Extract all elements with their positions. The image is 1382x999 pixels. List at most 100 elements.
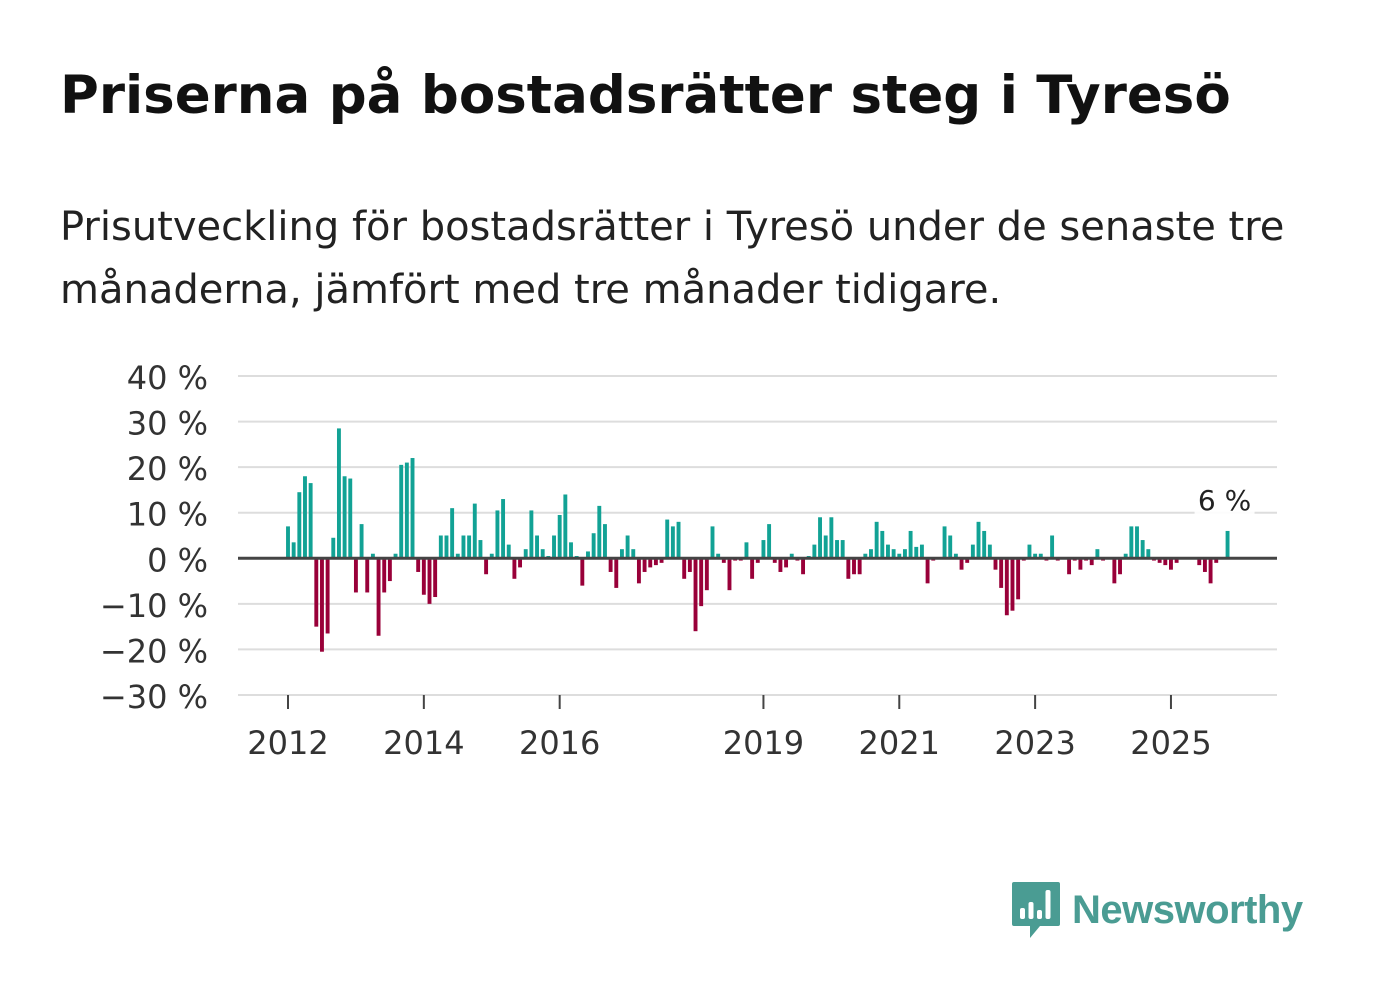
bar xyxy=(382,558,387,593)
axis-labels: 40 % 30 % 20 % 10 % 0 % −10 % −20 % −30 % 2012 20… xyxy=(100,359,1255,762)
bar xyxy=(665,519,670,559)
bar xyxy=(444,535,449,559)
chart-subtitle: Prisutveckling för bostadsrätter i Tyres… xyxy=(60,204,1285,313)
bar xyxy=(891,549,896,559)
bar xyxy=(727,558,732,591)
x-tick-label: 2021 xyxy=(859,724,940,762)
bar xyxy=(297,492,302,559)
bar xyxy=(614,558,619,588)
bar xyxy=(410,458,415,559)
y-tick-label: −20 % xyxy=(100,632,208,670)
bar xyxy=(427,558,432,604)
bar xyxy=(512,558,517,579)
bar xyxy=(1095,549,1100,559)
bar xyxy=(914,546,919,559)
bar xyxy=(942,526,947,559)
bar xyxy=(1146,549,1151,559)
bar xyxy=(829,517,834,559)
bar xyxy=(1118,558,1122,575)
x-tick-label: 2012 xyxy=(247,724,328,762)
bar xyxy=(472,503,477,559)
bar xyxy=(631,549,636,559)
bar xyxy=(880,530,885,559)
bar xyxy=(1163,558,1168,566)
bar xyxy=(755,558,760,563)
bar xyxy=(387,558,392,582)
bar xyxy=(863,553,868,559)
bar xyxy=(653,558,658,566)
bar xyxy=(619,549,624,559)
bar xyxy=(376,558,381,636)
bar xyxy=(699,558,704,607)
bar xyxy=(801,558,806,575)
bar xyxy=(591,533,596,559)
bar xyxy=(784,558,789,568)
bar xyxy=(1050,535,1055,559)
bar xyxy=(1033,553,1038,559)
bar xyxy=(518,558,523,568)
bar xyxy=(897,553,902,559)
bar xyxy=(835,540,839,559)
bar xyxy=(908,530,913,559)
bar xyxy=(812,544,817,559)
bar xyxy=(1004,558,1009,616)
bar xyxy=(308,483,313,559)
bar xyxy=(750,558,755,579)
bar xyxy=(433,558,438,598)
bar xyxy=(919,544,924,559)
bar xyxy=(365,558,370,593)
bar-chart-speech-bubble-icon xyxy=(1012,882,1060,938)
bar xyxy=(1225,530,1230,559)
bar xyxy=(529,510,534,559)
bar xyxy=(489,553,494,559)
bar xyxy=(648,558,653,568)
bar xyxy=(682,558,687,579)
bar xyxy=(608,558,613,572)
bar xyxy=(416,558,421,572)
bar xyxy=(331,537,336,559)
bar xyxy=(744,542,749,559)
bar xyxy=(852,558,856,575)
bar xyxy=(1208,558,1213,584)
bar xyxy=(286,526,290,559)
bar xyxy=(586,551,590,559)
bar xyxy=(670,526,675,559)
bar xyxy=(818,517,822,559)
bar xyxy=(869,549,873,559)
annotation-bg xyxy=(1194,480,1255,519)
bar xyxy=(1067,558,1072,575)
x-tick-label: 2019 xyxy=(723,724,804,762)
bar xyxy=(925,558,930,584)
bar xyxy=(450,508,455,559)
bar xyxy=(1169,558,1173,570)
bar xyxy=(1010,558,1015,611)
bar xyxy=(421,558,426,595)
bar xyxy=(342,476,347,559)
bar xyxy=(1123,553,1128,559)
bar xyxy=(676,521,681,559)
chart-title: Priserna på bostadsrätter steg i Tyresö xyxy=(60,65,1231,126)
bar xyxy=(959,558,964,570)
bar xyxy=(710,526,715,559)
bar xyxy=(886,544,890,559)
bar xyxy=(291,542,296,559)
bar xyxy=(636,558,641,584)
bar xyxy=(823,535,828,559)
bar xyxy=(1089,558,1094,566)
bar xyxy=(716,553,721,559)
bar xyxy=(659,558,664,563)
bar xyxy=(495,510,500,559)
bar xyxy=(687,558,692,572)
bar xyxy=(597,505,602,559)
bar xyxy=(874,521,879,559)
y-tick-label: 20 % xyxy=(127,450,208,488)
y-tick-label: −30 % xyxy=(100,678,208,716)
bar xyxy=(857,558,862,575)
bar xyxy=(976,521,981,559)
y-tick-label: 30 % xyxy=(127,405,208,443)
bar xyxy=(1078,558,1083,570)
bar xyxy=(569,542,573,559)
bar xyxy=(535,535,539,559)
bar xyxy=(523,549,528,559)
bar xyxy=(987,544,992,559)
